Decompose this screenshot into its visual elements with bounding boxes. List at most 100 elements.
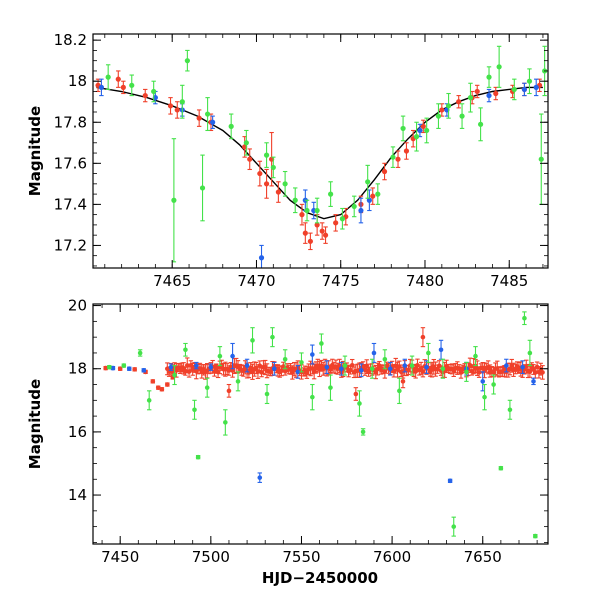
bottom-x-tick-label: 7550 [282,548,320,566]
bottom-green-point [270,334,275,340]
top-green-point [459,113,465,119]
bottom-blue-point [168,364,174,370]
bottom-red-point [473,366,478,372]
bottom-red-point [302,369,308,375]
bottom-red-point [413,366,418,372]
bottom-red-band-point [540,370,545,375]
top-blue-point [98,84,105,90]
top-red-point [302,230,308,236]
bottom-blue-point [387,366,393,372]
bottom-axis-ticks: 7450 7500 7550 7600 7650 14 16 18 20 [68,297,548,566]
bottom-x-tick-label: 7500 [192,548,230,566]
bottom-green-point [146,398,152,403]
top-green-point [263,152,270,158]
top-red-point [322,232,329,238]
top-green-point [467,95,474,101]
bottom-red-point [117,366,123,372]
top-panel-frame [92,33,549,269]
top-red-point [167,103,174,109]
bottom-green-point [464,369,469,375]
bottom-red-band-point [509,363,515,369]
top-red-point [403,148,410,154]
top-red-point [263,181,270,187]
bottom-blue-point [126,366,132,372]
top-red-point [196,115,202,121]
bottom-green-point [328,385,333,390]
top-red-point [395,156,401,162]
bottom-data-layer [103,311,545,539]
top-green-point [390,154,396,160]
bottom-plot-area [103,311,545,539]
bottom-green-point [440,366,446,372]
top-red-point [174,107,180,113]
bottom-red-point [262,364,268,370]
bottom-red-point [328,367,333,372]
bottom-green-point [121,363,127,368]
top-blue-point [258,255,265,261]
bottom-green-point [172,372,177,378]
bottom-y-tick-label: 18 [68,360,87,378]
bottom-green-point [137,350,143,356]
top-green-point [304,207,310,214]
bottom-blue-point [424,364,429,370]
top-green-point [314,207,320,214]
top-y-tick-label: 17.8 [54,113,87,131]
bottom-red-point [213,364,219,370]
top-green-point [365,179,371,185]
bottom-blue-point [358,368,364,373]
top-green-point [375,191,381,197]
top-blue-point [366,197,372,203]
bottom-green-point [357,401,362,406]
top-x-tick-label: 7480 [406,272,444,290]
bottom-red-point [159,386,165,392]
top-green-point [477,121,484,127]
top-plot-area [95,45,548,268]
bottom-green-point [507,407,513,413]
bottom-green-point [217,353,223,359]
top-red-point [247,156,253,162]
top-green-point [424,127,430,134]
bottom-y-axis-label: Magnitude [26,379,44,469]
bottom-green-point [310,394,315,400]
bottom-red-band-point [253,365,259,371]
bottom-green-point [491,382,496,387]
top-blue-point [533,84,539,90]
bottom-red-point [150,379,156,384]
top-y-tick-label: 18 [68,72,87,90]
bottom-green-point [451,524,457,529]
bottom-green-point [183,347,188,353]
top-green-point [228,123,234,129]
bottom-red-band-point [467,362,473,368]
bottom-red-point [179,368,185,373]
top-green-point [400,125,406,132]
bottom-blue-point [520,364,525,370]
bottom-red-band-point [230,368,235,373]
top-red-point [420,123,426,129]
top-green-point [538,156,544,162]
top-green-point [270,164,276,171]
bottom-blue-point [371,350,377,356]
bottom-green-point [426,350,431,356]
bottom-green-point [473,353,478,359]
bottom-blue-point [230,353,235,359]
top-red-point [439,107,445,113]
bottom-red-point [444,367,449,372]
bottom-y-tick-label: 16 [68,423,87,441]
top-red-point [115,76,121,82]
bottom-green-point [250,338,255,343]
top-green-point [204,111,211,117]
bottom-blue-point [324,364,330,370]
bottom-red-point [226,388,232,394]
bottom-red-band-point [268,369,273,375]
top-green-point [292,197,298,203]
top-red-point [381,168,388,175]
bottom-blue-point [194,363,199,368]
bottom-red-point [237,366,243,372]
bottom-green-point [195,454,201,460]
bottom-green-point [282,356,288,362]
bottom-red-point [429,364,435,370]
bottom-red-band-point [523,364,529,369]
top-y-tick-label: 17.2 [54,236,87,254]
top-green-point [526,78,533,84]
